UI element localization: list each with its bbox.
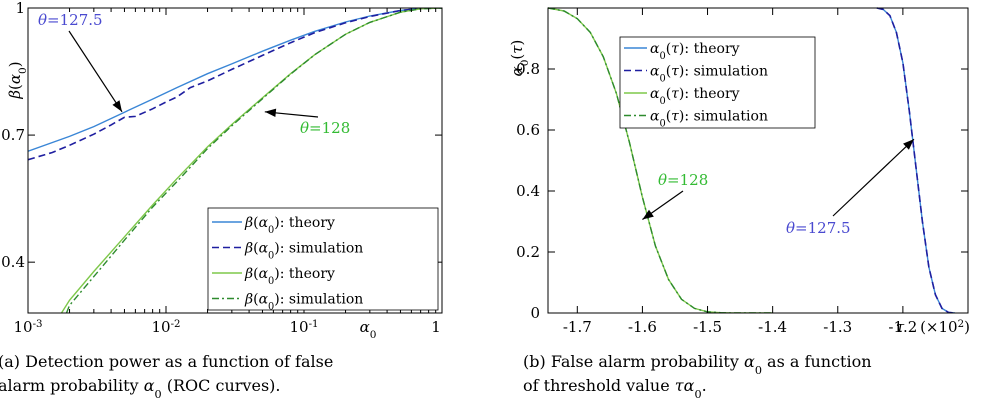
legend-b-label-1: α0(τ): theory [650,41,740,62]
annotation-a-theta-127-5: θ=127.5 [38,11,103,29]
y-tick-label-b: 0.2 [516,243,540,261]
series-line-a-1 [28,8,442,152]
x-axis-label-a: α0 [360,318,377,341]
chart-b-frame [547,7,969,314]
x-tick-label-b: -1.6 [628,318,657,336]
arrow-b-2-shaft [832,138,915,217]
y-axis-label-a: β(α0) [6,61,29,99]
x-tick-label-b: -1.3 [823,318,852,336]
y-tick-label-a: 0.7 [1,126,25,144]
legend-b-label-2: α0(τ): simulation [650,64,768,85]
series-line-b-2 [876,7,956,313]
caption-b-line-2: of threshold value τα0. [523,376,707,401]
x-tick-label-a: 10-3 [13,318,42,336]
annotation-a-theta-128: θ=128 [300,119,350,137]
legend-a-label-4: β(α0): simulation [244,292,363,313]
y-tick-label-a: 0.4 [1,253,25,271]
arrow-a-2-head [264,108,277,118]
annotation-b-theta-128: θ=128 [658,171,708,189]
y-tick-label-b: 0.8 [516,60,540,78]
arrow-a-1-head [112,100,123,112]
caption-a-line-1: (a) Detection power as a function of fal… [0,352,333,371]
annotation-b-theta-127-5: θ=127.5 [786,219,851,237]
y-tick-label-b: 0.6 [516,121,540,139]
legend-b [619,36,816,129]
chart-a-frame [27,7,443,314]
chart-false-alarm: -1.7 -1.6 -1.5 -1.4 -1.3 -1.2 0 0.2 0.4 0.6 0.8 τ (×… [508,7,970,401]
series-line-a-2 [28,8,442,161]
x-tick-label-a: 10-2 [151,318,180,336]
legend-a-label-3: β(α0): theory [244,266,335,287]
x-axis-unit-b: (×102) [920,318,970,336]
legend-b-label-3: α0(τ): theory [650,86,740,107]
chart-b-series-group [548,7,956,313]
legend-a [207,207,439,311]
y-axis-label-b: α0(τ) [508,40,531,77]
x-axis-label-b: τ [896,318,905,336]
x-tick-label-a: 1 [431,318,441,336]
caption-a-line-2: alarm probability α0 (ROC curves). [0,376,281,401]
x-tick-label-b: -1.2 [888,318,917,336]
y-tick-label-b: 0 [530,304,540,322]
arrow-a-1-shaft [68,30,123,113]
series-line-b-1 [876,7,956,313]
y-tick-label-b: 0.4 [516,182,540,200]
chart-a-series-group [28,8,442,313]
y-tick-label-a: 1 [15,0,25,17]
legend-b-label-4: α0(τ): simulation [650,109,768,130]
x-tick-label-b: -1.7 [563,318,592,336]
caption-b-line-1: (b) False alarm probability α0 as a func… [523,352,872,377]
x-tick-label-a: 10-1 [289,318,318,336]
arrow-b-1-head [642,209,654,220]
legend-a-label-1: β(α0): theory [244,215,335,236]
series-line-b-4 [548,7,773,313]
arrow-b-2-head [903,139,914,150]
chart-roc: 10-3 10-2 10-1 1 0.4 0.7 1 α0 β(α0) θ=127.5 θ=128 β… [0,0,443,401]
x-tick-label-b: -1.5 [693,318,722,336]
legend-a-label-2: β(α0): simulation [244,241,363,262]
series-line-a-4 [65,8,442,313]
x-tick-label-b: -1.4 [758,318,787,336]
